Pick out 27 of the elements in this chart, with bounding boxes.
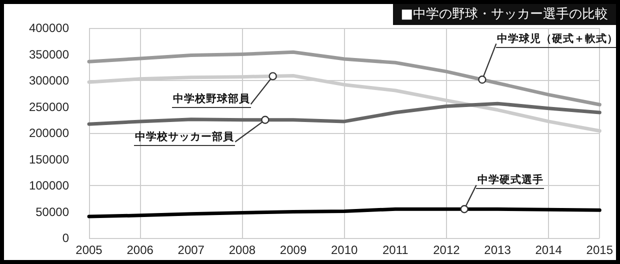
text: 中学硬式選手: [476, 173, 544, 190]
y-tick-label: 300000: [28, 74, 70, 88]
x-tick-label: 2013: [484, 243, 512, 257]
series-label: 中学校野球部員: [172, 92, 251, 108]
y-tick-label: 100000: [28, 178, 70, 192]
x-tick-label: 2011: [382, 243, 409, 257]
y-tick-label: 200000: [28, 126, 70, 140]
chart-title: ■中学の野球・サッカー選手の比較: [392, 4, 616, 25]
y-tick-label: 350000: [28, 47, 70, 62]
series-label: 中学校サッカー部員: [134, 130, 236, 146]
line-series: [87, 207, 602, 218]
x-tick-label: 2009: [280, 243, 307, 257]
x-tick-label: 2008: [228, 243, 256, 257]
y-tick-label: 50000: [36, 204, 70, 219]
x-tick-label: 2006: [126, 243, 154, 257]
x-tick-label: 2007: [178, 243, 205, 257]
text: 中学球児（硬式＋軟式）: [496, 32, 617, 47]
y-tick-label: 250000: [28, 100, 70, 114]
x-tick-label: 2005: [76, 243, 103, 257]
y-tick-label: 400000: [28, 21, 70, 35]
x-tick-label: 2014: [535, 243, 562, 257]
x-tick-label: 2010: [330, 243, 358, 257]
line-series: [87, 50, 602, 106]
y-tick-label: 0: [62, 231, 70, 245]
y-tick-label: 150000: [28, 152, 70, 166]
x-tick-label: 2012: [433, 243, 460, 257]
x-tick-label: 2015: [586, 243, 614, 257]
